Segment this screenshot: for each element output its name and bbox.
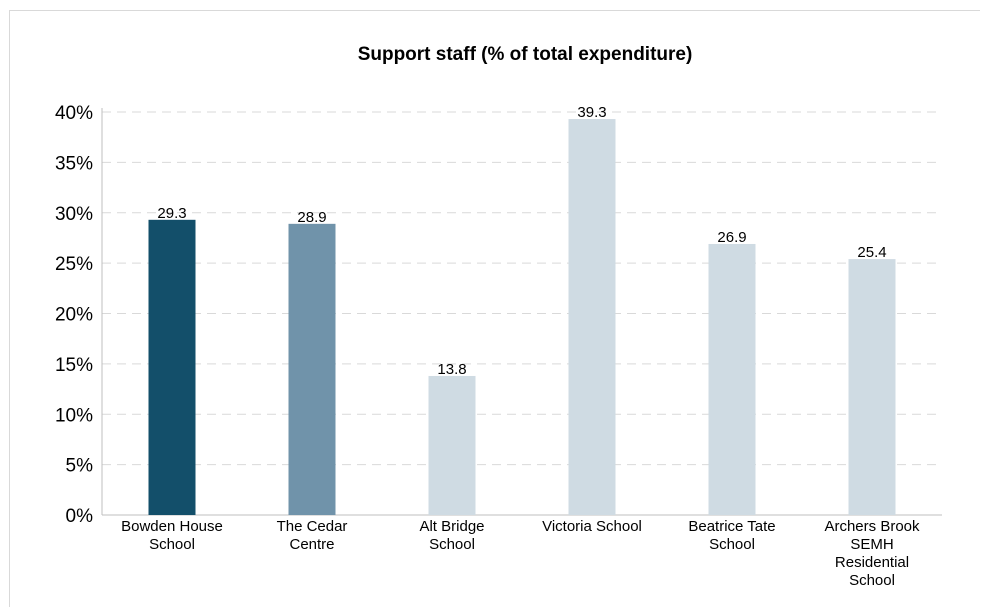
y-tick-label: 30% (55, 204, 93, 225)
y-tick-label: 0% (66, 506, 94, 527)
y-tick-label: 40% (55, 103, 93, 124)
data-label: 13.8 (437, 361, 466, 378)
x-tick-label: School (429, 536, 475, 553)
bar (288, 223, 336, 515)
data-label: 28.9 (297, 209, 326, 226)
chart-frame (9, 10, 980, 607)
x-tick-label: Alt Bridge (419, 518, 484, 535)
x-tick-label: School (849, 572, 895, 589)
x-tick-label: Centre (289, 536, 334, 553)
x-tick-label: Beatrice Tate (688, 518, 775, 535)
bar (148, 219, 196, 516)
data-label: 29.3 (157, 205, 186, 222)
x-tick-label: The Cedar (277, 518, 348, 535)
data-label: 39.3 (577, 104, 606, 121)
data-label: 26.9 (717, 229, 746, 246)
y-tick-label: 20% (55, 305, 93, 326)
x-tick-label: Archers Brook (824, 518, 920, 535)
x-tick-label: School (149, 536, 195, 553)
x-tick-label: Bowden House (121, 518, 223, 535)
x-tick-label: School (709, 536, 755, 553)
bar (708, 243, 756, 516)
bar (428, 375, 476, 515)
chart-title: Support staff (% of total expenditure) (357, 44, 693, 65)
bar (848, 259, 896, 515)
y-tick-label: 5% (66, 456, 94, 477)
x-tick-label: Residential (835, 554, 909, 571)
bar (568, 119, 616, 516)
x-tick-label: Victoria School (542, 518, 642, 535)
y-tick-label: 35% (55, 153, 93, 174)
data-label: 25.4 (857, 244, 886, 261)
y-tick-label: 25% (55, 254, 93, 275)
y-tick-label: 15% (55, 355, 93, 376)
y-tick-label: 10% (55, 405, 93, 426)
x-tick-label: SEMH (850, 536, 893, 553)
